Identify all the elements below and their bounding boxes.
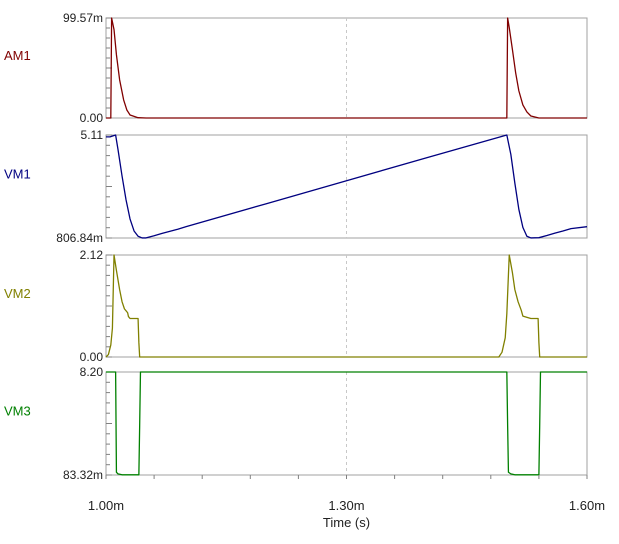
x-tick-label: 1.30m xyxy=(328,498,364,513)
y-tick-label-min: 0.00 xyxy=(80,350,104,364)
series-label-vm2: VM2 xyxy=(4,286,31,301)
plot-panel-vm2: 2.12 0.00 VM2 xyxy=(4,248,588,364)
series-line-vm2 xyxy=(105,254,587,358)
x-axis-title: Time (s) xyxy=(323,515,370,530)
series-line-vm3 xyxy=(106,371,587,476)
y-tick-label-max: 2.12 xyxy=(80,248,104,262)
series-line-am1 xyxy=(106,17,587,119)
y-tick-label-min: 0.00 xyxy=(80,111,104,125)
y-tick-label-min: 806.84m xyxy=(56,231,103,245)
series-label-vm3: VM3 xyxy=(4,404,31,419)
y-tick-label-max: 5.11 xyxy=(81,128,104,142)
y-tick-label-max: 99.57m xyxy=(63,11,103,25)
series-label-vm1: VM1 xyxy=(4,167,31,182)
plot-panel-vm1: 5.11 806.84m VM1 xyxy=(4,128,588,245)
series-label-am1: AM1 xyxy=(4,48,31,63)
series-line-vm1 xyxy=(106,134,588,239)
y-tick-label-max: 8.20 xyxy=(80,365,104,379)
x-tick-label: 1.00m xyxy=(88,498,124,513)
y-tick-label-min: 83.32m xyxy=(63,468,103,482)
x-axis: 1.00m 1.30m 1.60m Time (s) xyxy=(88,475,605,530)
x-tick-label: 1.60m xyxy=(569,498,605,513)
plot-panel-am1: 99.57m 0.00 AM1 xyxy=(4,11,588,125)
